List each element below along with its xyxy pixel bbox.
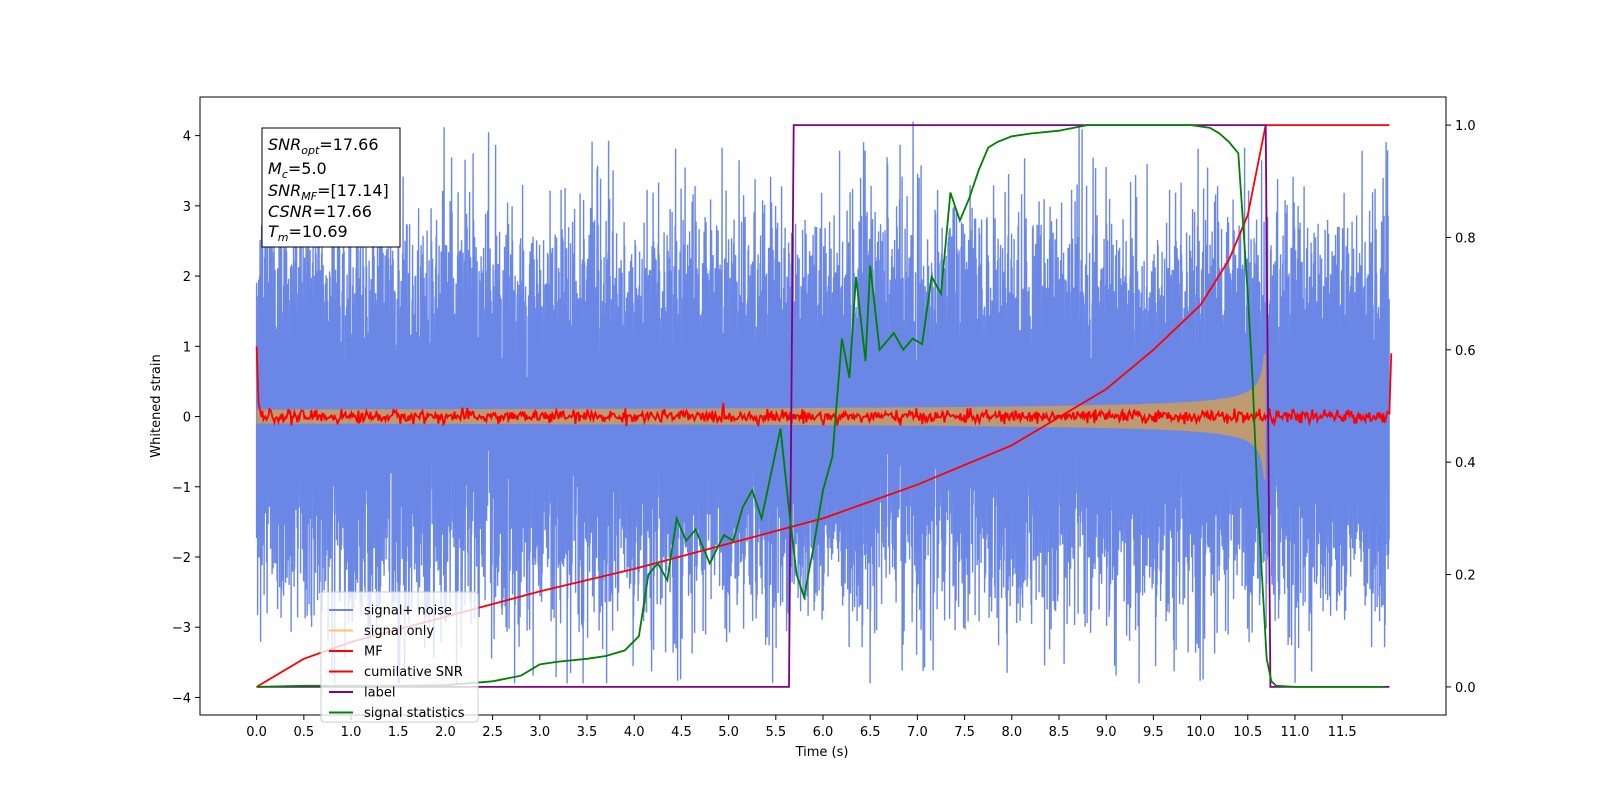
mf-line <box>255 346 1393 428</box>
x-tick-label: 11.0 <box>1280 725 1309 740</box>
y-tick-label: 4 <box>183 130 191 145</box>
x-tick-label: 10.0 <box>1186 725 1215 740</box>
x-tick-label: 4.0 <box>624 725 645 740</box>
annotation-snr-mf: SNRMF=[17.14] <box>268 181 389 203</box>
legend-frame <box>320 591 479 723</box>
x-axis-ticks: 0.0 0.5 1.0 1.5 2.0 2.5 3.0 3.5 4.0 4.5 5.0 5.5 6.0 6… <box>246 715 1357 740</box>
x-tick-label: 2.0 <box>435 725 456 740</box>
legend-label: label <box>364 686 395 701</box>
annotation-csnr: CSNR=17.66 <box>268 202 372 221</box>
series-mf <box>255 346 1393 428</box>
legend-label: MF <box>364 645 383 660</box>
y-tick-label: 1 <box>183 340 191 355</box>
y-tick-label: −3 <box>172 621 191 636</box>
x-tick-label: 9.5 <box>1143 725 1164 740</box>
y2-tick-label: 0.8 <box>1455 231 1476 246</box>
x-tick-label: 10.5 <box>1233 725 1262 740</box>
x-tick-label: 1.0 <box>341 725 362 740</box>
x-tick-label: 5.0 <box>718 725 739 740</box>
x-tick-label: 7.5 <box>954 725 975 740</box>
y-tick-label: 3 <box>183 200 191 215</box>
series-signal-noise <box>255 121 1390 684</box>
legend-label: signal+ noise <box>364 604 452 619</box>
x-tick-label: 2.5 <box>482 725 503 740</box>
y2-tick-label: 1.0 <box>1455 119 1476 134</box>
x-tick-label: 6.5 <box>860 725 881 740</box>
legend-label: cumilative SNR <box>364 665 463 680</box>
y2-tick-label: 0.0 <box>1455 681 1476 696</box>
legend-label: signal only <box>364 624 434 639</box>
annotation-box: SNRopt=17.66 Mc=5.0 SNRMF=[17.14] CSNR=1… <box>261 127 401 248</box>
y-tick-label: 0 <box>183 411 191 426</box>
y-tick-label: −4 <box>172 691 191 706</box>
y-tick-label: −2 <box>172 551 191 566</box>
x-tick-label: 9.0 <box>1096 725 1117 740</box>
y2-tick-label: 0.4 <box>1455 456 1476 471</box>
annotation-tm: Tm=10.69 <box>268 222 348 244</box>
y2-axis-ticks: 1.0 0.8 0.6 0.4 0.2 0.0 <box>1446 119 1476 696</box>
series-signal-statistics-line <box>256 124 1385 688</box>
signal-noise-line <box>255 121 1390 684</box>
y2-tick-label: 0.6 <box>1455 344 1476 359</box>
legend: signal+ noise signal only MF cumilative SNR… <box>320 591 479 723</box>
y-axis-label: Whitened strain <box>149 354 164 457</box>
x-axis-label: Time (s) <box>795 745 849 760</box>
x-tick-label: 11.5 <box>1328 725 1357 740</box>
x-tick-label: 8.0 <box>1001 725 1022 740</box>
annotation-frame <box>261 127 401 248</box>
x-tick-label: 3.0 <box>529 725 550 740</box>
x-tick-label: 8.5 <box>1049 725 1070 740</box>
x-tick-label: 6.0 <box>813 725 834 740</box>
legend-label: signal statistics <box>364 706 465 721</box>
y-axis-ticks: 4 3 2 1 0 −1 −2 −3 −4 <box>172 130 200 706</box>
x-tick-label: 3.5 <box>577 725 598 740</box>
y-tick-label: 2 <box>183 270 191 285</box>
annotation-mc: Mc=5.0 <box>268 159 327 181</box>
y2-tick-label: 0.2 <box>1455 569 1476 584</box>
x-tick-label: 0.0 <box>246 725 267 740</box>
x-tick-label: 5.5 <box>765 725 786 740</box>
x-tick-label: 4.5 <box>671 725 692 740</box>
y-tick-label: −1 <box>172 481 191 496</box>
annotation-snr-opt: SNRopt=17.66 <box>268 135 379 157</box>
x-tick-label: 1.5 <box>388 725 409 740</box>
x-tick-label: 0.5 <box>293 725 314 740</box>
x-tick-label: 7.0 <box>907 725 928 740</box>
